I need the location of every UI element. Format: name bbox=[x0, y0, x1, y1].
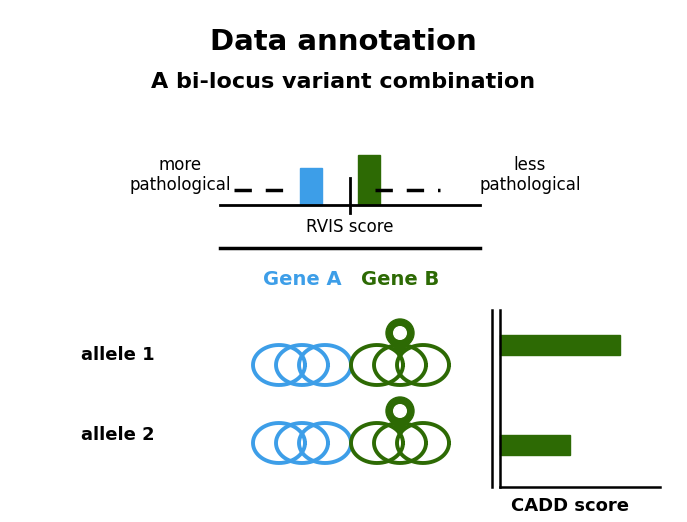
Polygon shape bbox=[276, 345, 328, 385]
Text: RVIS score: RVIS score bbox=[306, 218, 394, 236]
Polygon shape bbox=[351, 345, 403, 385]
Text: less
pathological: less pathological bbox=[480, 156, 581, 194]
Circle shape bbox=[386, 319, 414, 347]
Bar bbox=[300, 168, 322, 205]
Circle shape bbox=[394, 405, 406, 417]
Circle shape bbox=[386, 397, 414, 425]
Circle shape bbox=[394, 327, 406, 339]
Polygon shape bbox=[397, 345, 449, 385]
Polygon shape bbox=[253, 345, 305, 385]
Polygon shape bbox=[299, 423, 351, 463]
Bar bbox=[500, 335, 620, 355]
Text: more
pathological: more pathological bbox=[129, 156, 231, 194]
Polygon shape bbox=[392, 421, 408, 437]
Text: Gene A: Gene A bbox=[262, 270, 341, 289]
Text: allele 2: allele 2 bbox=[81, 426, 155, 444]
Polygon shape bbox=[253, 423, 305, 463]
Text: CADD score: CADD score bbox=[511, 497, 629, 515]
Polygon shape bbox=[374, 423, 426, 463]
Text: A bi-locus variant combination: A bi-locus variant combination bbox=[151, 72, 536, 92]
Polygon shape bbox=[299, 345, 351, 385]
Text: allele 1: allele 1 bbox=[81, 346, 155, 364]
Polygon shape bbox=[392, 343, 408, 359]
Polygon shape bbox=[276, 423, 328, 463]
Bar bbox=[500, 435, 570, 455]
Text: Data annotation: Data annotation bbox=[210, 28, 477, 56]
Text: Gene B: Gene B bbox=[361, 270, 439, 289]
Polygon shape bbox=[397, 423, 449, 463]
Polygon shape bbox=[374, 345, 426, 385]
Polygon shape bbox=[351, 423, 403, 463]
Bar bbox=[358, 155, 380, 205]
